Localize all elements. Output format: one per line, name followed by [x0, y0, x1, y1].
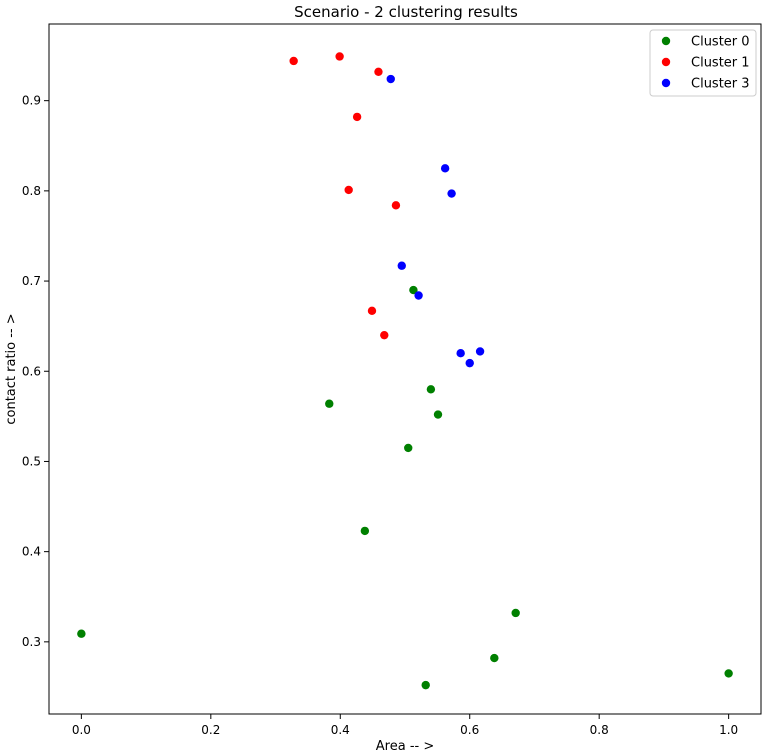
- y-axis-label: contact ratio -- >: [4, 313, 19, 424]
- scatter-point: [475, 347, 485, 356]
- scatter-point: [352, 112, 362, 122]
- plot-frame: [48, 23, 762, 715]
- scatter-point: [77, 629, 86, 638]
- x-tick-label: 0.2: [201, 723, 220, 737]
- legend-label: Cluster 0: [691, 35, 750, 50]
- scatter-point: [409, 285, 418, 295]
- scatter-point: [465, 358, 474, 368]
- scatter-point: [414, 291, 423, 300]
- scatter-point: [421, 680, 430, 690]
- x-tick-label: 0.6: [460, 723, 479, 737]
- scatter-point: [380, 330, 389, 340]
- legend: Cluster 0 Cluster 1 Cluster 3: [649, 29, 757, 97]
- y-tick-label: 0.7: [22, 274, 41, 288]
- scatter-point: [404, 443, 413, 453]
- legend-marker: [661, 36, 671, 46]
- legend-label: Cluster 3: [691, 77, 750, 92]
- scatter-point: [289, 56, 298, 66]
- x-tick-label: 0.4: [331, 723, 350, 737]
- legend-marker: [661, 57, 671, 67]
- y-tick-label: 0.8: [22, 184, 41, 198]
- y-tick-label: 0.9: [22, 94, 41, 108]
- data-points: [77, 52, 733, 690]
- x-tick-label: 1.0: [719, 723, 738, 737]
- scatter-point: [397, 261, 406, 270]
- scatter-point: [386, 74, 395, 84]
- legend-box: [649, 29, 757, 97]
- chart-title: Scenario - 2 clustering results: [294, 3, 518, 21]
- y-tick-label: 0.3: [22, 635, 41, 649]
- scatter-point: [391, 201, 401, 210]
- scatter-point: [456, 349, 465, 358]
- scatter-point: [511, 608, 520, 618]
- scatter-point: [440, 164, 450, 173]
- x-tick-label: 0.8: [590, 723, 609, 737]
- y-axis-ticks: 0.3 0.4 0.5 0.6 0.7 0.8 0.9: [22, 94, 49, 649]
- scatter-point: [367, 306, 377, 316]
- scatter-point: [335, 52, 344, 61]
- x-tick-label: 0.0: [72, 723, 91, 737]
- scatter-point: [724, 669, 733, 678]
- scatter-point: [344, 185, 353, 195]
- scatter-point: [374, 67, 383, 77]
- x-axis-ticks: 0.0 0.2 0.4 0.6 0.8 1.0: [72, 714, 738, 737]
- y-tick-label: 0.5: [22, 454, 41, 468]
- y-tick-label: 0.6: [22, 364, 41, 378]
- x-axis-label: Area -- >: [376, 739, 434, 754]
- scatter-point: [325, 399, 334, 408]
- legend-marker: [661, 78, 671, 88]
- scatter-point: [426, 385, 436, 394]
- scatter-point: [360, 526, 370, 536]
- y-tick-label: 0.4: [22, 545, 41, 559]
- scatter-point: [447, 189, 456, 198]
- scatter-point: [490, 653, 499, 663]
- legend-label: Cluster 1: [691, 56, 750, 71]
- scatter-point: [433, 410, 443, 419]
